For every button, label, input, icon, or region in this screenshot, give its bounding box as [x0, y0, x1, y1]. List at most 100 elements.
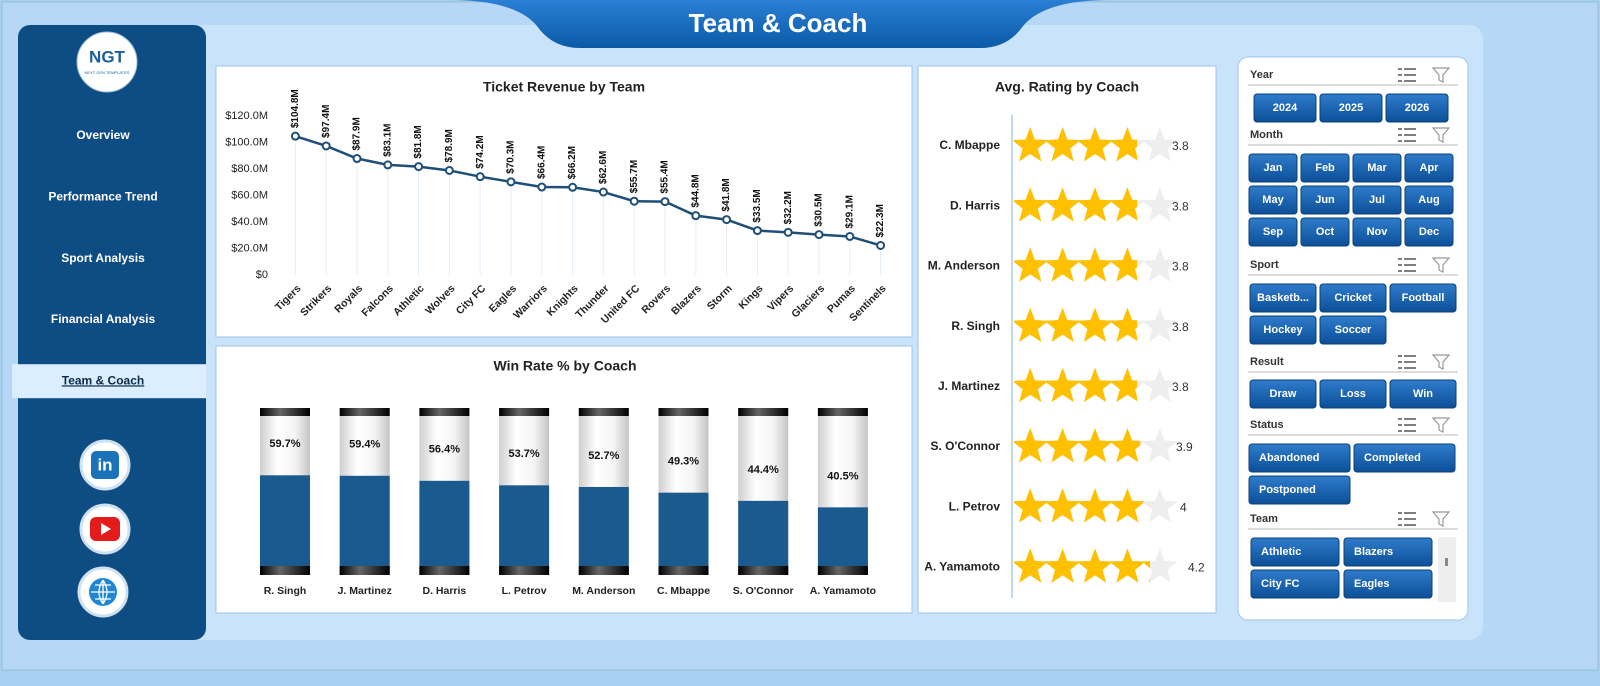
data-label: $104.8M: [290, 89, 301, 128]
point: [629, 196, 639, 206]
point: [660, 197, 670, 207]
nav-item[interactable]: Sport Analysis: [61, 251, 145, 265]
slicer-title: Team: [1250, 513, 1278, 525]
star: [1014, 488, 1049, 523]
star: [1044, 247, 1081, 282]
slicer-button-label: May: [1262, 194, 1284, 206]
rating-stars: [1014, 247, 1138, 282]
clear-filter-icon[interactable]: [1431, 511, 1451, 527]
multi-select-icon[interactable]: [1398, 355, 1416, 369]
clear-filter-icon[interactable]: [1431, 127, 1451, 143]
y-tick-label: J. Martinez: [938, 379, 1000, 393]
chart-title: Avg. Rating by Coach: [995, 79, 1139, 95]
slicer-button-label: 2026: [1405, 102, 1429, 114]
slicer-button[interactable]: [1250, 569, 1340, 599]
multi-select-icon[interactable]: [1398, 128, 1416, 142]
slicer-button[interactable]: [1300, 153, 1350, 183]
star: [1044, 127, 1081, 162]
bar: [738, 500, 789, 575]
clear-filter-icon[interactable]: [1431, 257, 1451, 273]
slicer-button[interactable]: [1300, 185, 1350, 215]
slicer-title: Status: [1250, 419, 1284, 431]
clear-filter-icon[interactable]: [1431, 67, 1451, 83]
point: [475, 172, 485, 182]
slicer-button[interactable]: [1319, 93, 1383, 123]
nav-item[interactable]: Financial Analysis: [51, 312, 156, 326]
star-empty: [1141, 247, 1178, 282]
star: [1076, 307, 1114, 342]
data-label: 59.4%: [349, 439, 380, 451]
slicer-button[interactable]: [1343, 569, 1433, 599]
multi-select-icon[interactable]: [1398, 418, 1416, 432]
star: [1044, 187, 1081, 222]
slicer-button[interactable]: [1404, 185, 1454, 215]
multi-select-icon[interactable]: [1398, 258, 1416, 272]
slicer-button-label: Aug: [1418, 194, 1439, 206]
rating-stars: [1014, 127, 1138, 162]
slicer-button[interactable]: [1404, 153, 1454, 183]
clear-filter-icon[interactable]: [1431, 417, 1451, 433]
slicer-button[interactable]: [1404, 217, 1454, 247]
nav-item[interactable]: Performance Trend: [48, 189, 157, 203]
star: [1014, 367, 1049, 403]
cylinder-base: [499, 566, 550, 575]
slicer-button[interactable]: [1300, 217, 1350, 247]
slicer-button[interactable]: [1319, 283, 1387, 313]
cylinder-base: [419, 566, 470, 575]
cylinder-cap: [339, 408, 390, 416]
slicer-button-label: Cricket: [1334, 292, 1372, 304]
scroll-thumb: [1445, 558, 1448, 566]
chart-title: Win Rate % by Coach: [493, 358, 636, 374]
data-label: $78.9M: [444, 129, 455, 162]
multi-select-icon[interactable]: [1398, 68, 1416, 82]
slicer-button[interactable]: [1389, 379, 1457, 409]
slicer-button[interactable]: [1389, 283, 1457, 313]
point: [321, 141, 331, 151]
slicer-button[interactable]: [1352, 153, 1402, 183]
sidebar: [18, 25, 206, 640]
slicer-button[interactable]: [1249, 315, 1317, 345]
data-label: $66.4M: [536, 146, 547, 179]
star: [1109, 307, 1138, 342]
slicer-button[interactable]: [1319, 315, 1387, 345]
nav-item[interactable]: Overview: [76, 128, 130, 142]
star: [1076, 428, 1114, 463]
data-label: $55.4M: [660, 160, 671, 193]
y-tick-label: $40.0M: [231, 216, 268, 228]
cylinder-cap: [419, 408, 470, 416]
slicer-button[interactable]: [1253, 93, 1317, 123]
slicer-button[interactable]: [1250, 537, 1340, 567]
multi-select-icon[interactable]: [1398, 512, 1416, 526]
slicer-button[interactable]: [1248, 153, 1298, 183]
linkedin-text: in: [97, 455, 112, 474]
data-label: $44.8M: [690, 174, 701, 207]
x-tick-label: C. Mbappe: [657, 585, 710, 597]
star: [1076, 247, 1114, 282]
slicer-button-label: Completed: [1364, 452, 1421, 464]
logo-subtext: NEXT GEN TEMPLATES: [85, 70, 130, 75]
star: [1044, 548, 1081, 583]
slicer-button[interactable]: [1249, 283, 1317, 313]
scrollbar[interactable]: [1438, 537, 1456, 602]
point: [752, 226, 762, 236]
star: [1141, 501, 1144, 503]
slicer-button[interactable]: [1319, 379, 1387, 409]
y-tick-label: C. Mbappe: [939, 138, 1000, 152]
slicer-button[interactable]: [1353, 443, 1456, 473]
y-tick-label: D. Harris: [950, 198, 1000, 212]
slicer-button[interactable]: [1248, 443, 1351, 473]
slicer-button[interactable]: [1248, 475, 1351, 505]
point: [537, 182, 547, 192]
slicer-button[interactable]: [1248, 217, 1298, 247]
slicer-button[interactable]: [1248, 185, 1298, 215]
slicer-button[interactable]: [1385, 93, 1449, 123]
slicer-button-label: Postponed: [1259, 484, 1316, 496]
x-tick-label: D. Harris: [423, 585, 467, 597]
clear-filter-icon[interactable]: [1431, 354, 1451, 370]
slicer-button[interactable]: [1352, 185, 1402, 215]
slicer-button[interactable]: [1249, 379, 1317, 409]
nav-item[interactable]: Team & Coach: [62, 373, 144, 387]
slicer-button[interactable]: [1352, 217, 1402, 247]
slicer-button[interactable]: [1343, 537, 1433, 567]
